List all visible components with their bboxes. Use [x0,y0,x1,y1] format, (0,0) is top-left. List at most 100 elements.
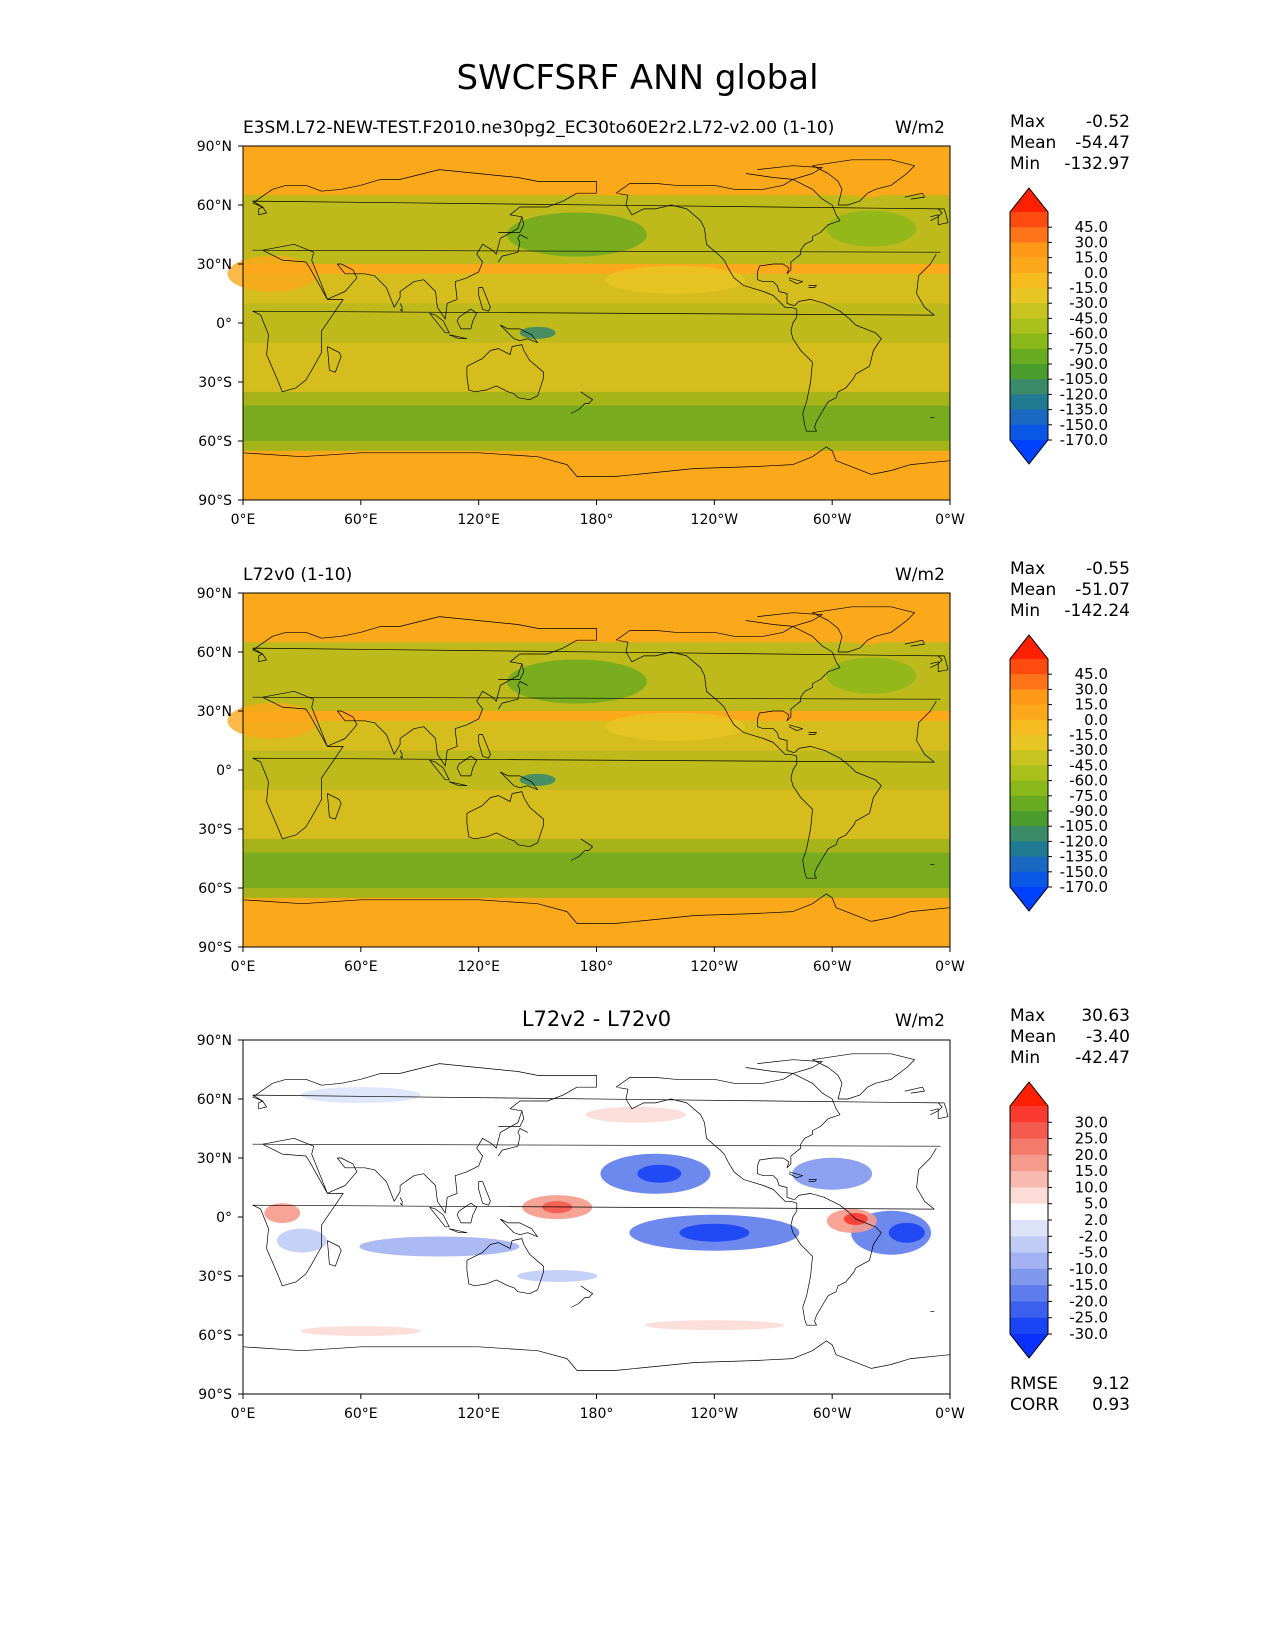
map-ref-coastline-9 [456,755,478,777]
colorbar-1-tick-label-14: -170.0 [1060,878,1108,896]
colorbar-0-segment-7 [1010,318,1048,335]
map-model-coastline-11 [478,287,491,312]
colorbar-0-segment-14 [1010,424,1048,441]
map-ref-coastline-4 [466,791,544,848]
panel-2-left-title: L72v0 (1-10) [243,565,353,585]
colorbar-1-segment-14 [1010,871,1048,888]
colorbar-1-tick-label-10: -105.0 [1060,817,1108,835]
map-diff-coastline-9 [456,1202,478,1224]
map-ref-coastline-14 [615,626,882,879]
map-model-xtick-label-0: 0°E [231,512,256,528]
colorbar-0-segment-4 [1010,272,1048,289]
map-model-maritime-cloud [519,326,556,339]
panel-1-colorbar: 45.030.015.00.0-15.0-30.0-45.0-60.0-75.0… [1009,187,1108,465]
panel-2-max-value: -0.55 [1086,559,1130,579]
map-model-coastline-20 [937,208,949,226]
panel-1-max-value: -0.52 [1086,112,1130,132]
map-model-coastline-2 [498,216,525,233]
colorbar-2-segment-7 [1010,1220,1048,1237]
colorbar-1-segment-10 [1010,811,1048,827]
map-diff-coastline-2 [498,1110,525,1127]
map-ref-coastline-7 [429,759,450,781]
map-ref-ytick-label-2: 30°N [197,704,232,720]
map-diff-coastline-4 [466,1238,544,1295]
map-diff-coastline-19 [904,1086,925,1094]
colorbar-1-tick-label-1: 30.0 [1075,680,1108,698]
colorbar-0-tick-label-9: -90.0 [1069,355,1108,373]
panel-3-max-label: Max [1010,1006,1046,1026]
map-model-coastline-10 [500,324,538,344]
colorbar-2-under-triangle [1010,1334,1048,1358]
colorbar-0-segment-10 [1010,364,1048,380]
map-ref-xtick-label-2: 120°E [457,959,500,975]
map-ref-ytick-label-1: 60°N [197,645,232,661]
map-model-xtick-label-3: 180° [580,512,614,528]
panel-3-min-value: -42.47 [1075,1048,1130,1068]
map-ref-coastline-8 [449,781,468,787]
panel-1-mean-value: -54.47 [1075,133,1130,153]
panel-3-corr-value: 0.93 [1092,1395,1130,1415]
colorbar-0-tick-label-2: 15.0 [1075,249,1108,267]
map-model-coastline-3 [498,234,528,263]
colorbar-1-tick-label-13: -150.0 [1060,863,1108,881]
colorbar-2-tick-label-13: -30.0 [1069,1325,1108,1343]
map-diff-coastline-3 [498,1128,528,1157]
map-diff-coastline-18 [808,1179,817,1182]
map-diff-anomaly-3 [679,1223,750,1242]
colorbar-2-tick-label-7: -2.0 [1079,1227,1108,1245]
colorbar-1-segment-9 [1010,795,1048,812]
map-diff-anomaly-6 [792,1157,873,1190]
map-diff-coastline-16 [745,1059,823,1074]
map-model-npac-cloud [506,212,647,257]
map-diff-coastline-6 [570,1297,585,1308]
colorbar-1-segment-0 [1010,659,1048,675]
map-model-band-2 [243,342,950,392]
colorbar-0-tick-label-0: 45.0 [1075,218,1108,236]
map-ref-band-4 [243,720,950,751]
map-diff-coastline-10 [500,1218,538,1238]
map-ref-coastline-12 [327,793,342,820]
map-diff-ytick-label-5: 60°S [198,1328,232,1344]
colorbar-1-segment-8 [1010,780,1048,797]
map-ref-npac-cloud [506,659,647,704]
panel-3-colorbar: 30.025.020.015.010.05.02.0-2.0-5.0-10.0-… [1009,1081,1108,1359]
map-ref-ytick-label-4: 30°S [198,822,232,838]
colorbar-1-segment-6 [1010,750,1048,766]
colorbar-0-tick-label-8: -75.0 [1069,340,1108,358]
map-model-ytick-label-4: 30°S [198,375,232,391]
map-diff-xtick-label-6: 0°W [935,1406,965,1422]
map-ref-xtick-label-6: 0°W [935,959,965,975]
map-model-coastline-21 [930,214,939,222]
map-ref-xtick-label-3: 180° [580,959,614,975]
map-diff-anomaly-15 [264,1203,301,1224]
colorbar-0-segment-1 [1010,227,1048,243]
map-diff-coastline-22 [242,1340,951,1371]
colorbar-0-tick-label-1: 30.0 [1075,233,1108,251]
colorbar-2-tick-label-10: -15.0 [1069,1276,1108,1294]
map-diff-ytick-label-3: 0° [216,1210,232,1226]
map-model-band-4 [243,273,950,304]
panel-3-min-label: Min [1010,1048,1041,1068]
map-ref-coastline-20 [937,655,949,673]
colorbar-0-tick-label-5: -30.0 [1069,294,1108,312]
colorbar-2-tick-label-12: -25.0 [1069,1309,1108,1327]
map-model-coastline-12 [327,346,342,373]
colorbar-1-tick-label-6: -45.0 [1069,756,1108,774]
colorbar-2-tick-label-2: 20.0 [1075,1146,1108,1164]
map-ref-maritime-cloud [519,773,556,786]
colorbar-1-tick-label-11: -120.0 [1060,832,1108,850]
colorbar-0-tick-label-14: -170.0 [1060,431,1108,449]
map-model-coastline-15 [812,159,915,206]
colorbar-0-tick-label-11: -120.0 [1060,385,1108,403]
map-ref-band-2 [243,789,950,839]
map-diff-anomaly-16 [585,1106,686,1123]
map-diff-xtick-label-1: 60°E [344,1406,378,1422]
map-ref-coastline-0 [252,696,941,840]
map-model-coastline-0 [252,249,941,393]
map-ref-natl-cloud [826,657,917,694]
colorbar-2-tick-label-9: -10.0 [1069,1260,1108,1278]
panel-2-min-value: -142.24 [1064,601,1130,621]
colorbar-0-tick-label-12: -135.0 [1060,401,1108,419]
colorbar-0-over-triangle [1010,188,1048,212]
map-diff-xtick-label-4: 120°W [691,1406,739,1422]
